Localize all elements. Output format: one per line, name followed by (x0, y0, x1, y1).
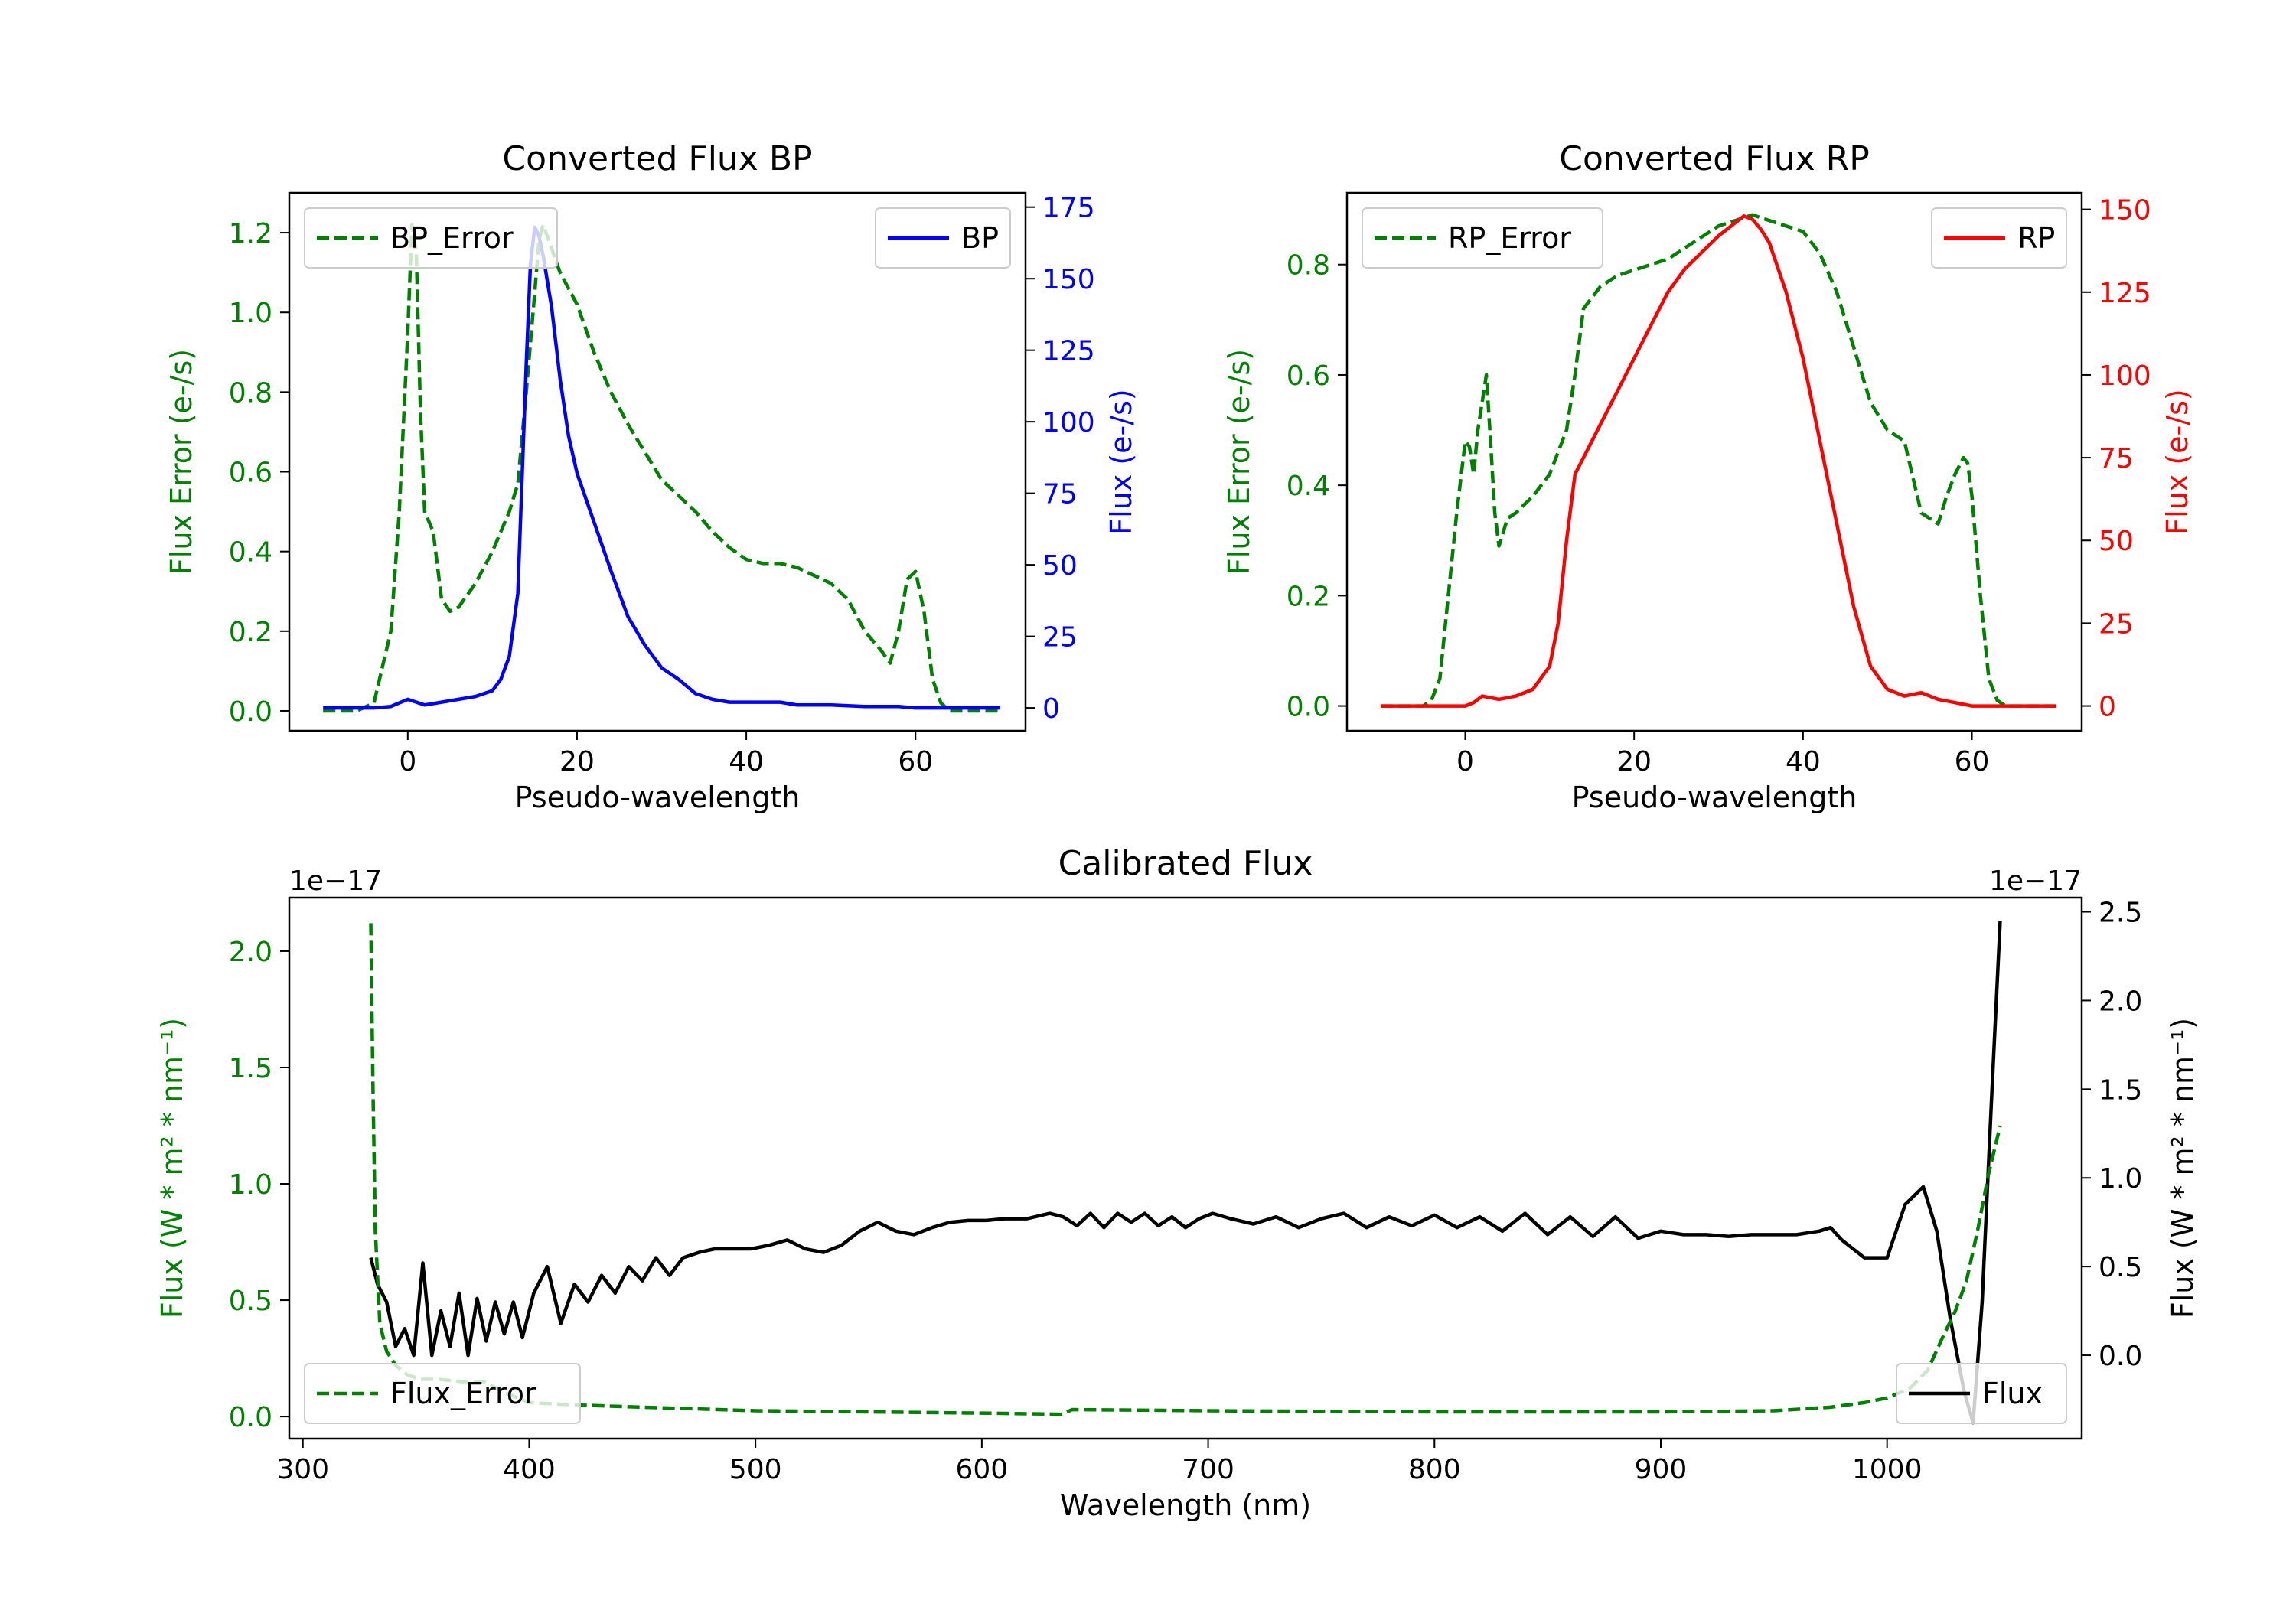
x-tick-label: 40 (1786, 746, 1821, 777)
y-right-axis-label: Flux (e-/s) (2161, 389, 2194, 534)
y-right-tick-label: 125 (2099, 278, 2151, 309)
y-right-tick-label: 50 (1042, 550, 1078, 582)
legend-label: Flux (1982, 1377, 2043, 1410)
y-right-tick-label: 0 (2099, 692, 2116, 723)
x-tick-label: 600 (956, 1454, 1009, 1485)
x-tick-label: 0 (1456, 746, 1474, 777)
y-right-tick-label: 175 (1042, 193, 1095, 224)
y-right-tick-label: 0 (1042, 693, 1060, 725)
y-right-tick-label: 0.0 (2099, 1341, 2142, 1372)
y-left-axis-label: Flux Error (e-/s) (165, 349, 198, 575)
y-left-tick-label: 1.5 (229, 1053, 272, 1084)
y-right-tick-label: 100 (2099, 360, 2151, 392)
y-left-axis-label: Flux (W * m² * nm⁻¹) (155, 1018, 189, 1319)
series-line-bp (323, 225, 1000, 710)
y-left-tick-label: 0.0 (229, 696, 272, 728)
y-right-tick-label: 2.5 (2099, 898, 2142, 929)
y-left-tick-label: 0.6 (1287, 360, 1330, 392)
y-right-tick-label: 150 (1042, 264, 1095, 295)
y-left-offset-label: 1e−17 (289, 865, 382, 897)
y-left-tick-label: 0.6 (229, 458, 272, 489)
y-left-tick-label: 2.0 (229, 937, 272, 968)
x-tick-label: 300 (276, 1454, 329, 1485)
legend-label: Flux_Error (390, 1377, 536, 1410)
y-left-tick-label: 0.0 (229, 1402, 272, 1433)
x-axis-label: Pseudo-wavelength (515, 781, 801, 814)
y-right-axis-label: Flux (W * m² * nm⁻¹) (2166, 1018, 2200, 1319)
x-tick-label: 500 (729, 1454, 782, 1485)
y-right-tick-label: 25 (2099, 608, 2134, 640)
plot-frame (288, 191, 1027, 732)
legend-rp: RP (1931, 207, 2067, 269)
chart-title: Calibrated Flux (1058, 844, 1313, 883)
y-right-tick-label: 125 (1042, 336, 1095, 367)
series-line-flux-error (369, 923, 2002, 1416)
series-line-flux (369, 920, 2002, 1425)
y-left-tick-label: 0.4 (229, 537, 272, 569)
series-line-rp-error (1381, 213, 2056, 708)
y-right-tick-label: 150 (2099, 195, 2151, 227)
x-tick-label: 40 (729, 746, 764, 777)
series-line-rp (1381, 214, 2056, 708)
chart-rp: 0 20 40 60 0.0 0.2 0.4 0.6 0.8 0 25 50 75 100 125 150 Co… (1222, 139, 2194, 814)
y-left-tick-label: 0.4 (1287, 471, 1330, 502)
legend-label: RP_Error (1448, 221, 1571, 255)
y-left-axis-label: Flux Error (e-/s) (1222, 349, 1256, 575)
chart-title: Converted Flux RP (1559, 139, 1870, 178)
legend-bp: BP (875, 207, 1011, 269)
x-axis-label: Wavelength (nm) (1060, 1488, 1311, 1522)
x-tick-label: 400 (503, 1454, 556, 1485)
y-left-tick-label: 0.8 (229, 377, 272, 409)
legend-box (304, 207, 558, 269)
x-tick-label: 700 (1182, 1454, 1234, 1485)
y-left-tick-label: 0.5 (229, 1286, 272, 1317)
chart-cal: 300 400 500 600 700 800 900 1000 0.0 0.5 1.0 1.5 2.0… (155, 844, 2200, 1522)
legend-label: BP (961, 221, 999, 255)
series-line-bp-error (323, 223, 1000, 713)
x-axis-label: Pseudo-wavelength (1572, 781, 1857, 814)
y-left-tick-label: 0.2 (1287, 581, 1330, 612)
y-right-offset-label: 1e−17 (1989, 865, 2082, 897)
y-right-tick-label: 2.0 (2099, 986, 2142, 1017)
chart-title: Converted Flux BP (502, 139, 812, 178)
x-tick-label: 1000 (1852, 1454, 1923, 1485)
legend-box (1362, 207, 1603, 269)
y-right-tick-label: 50 (2099, 526, 2134, 557)
y-left-tick-label: 1.2 (229, 218, 272, 249)
plot-frame (288, 896, 2083, 1440)
legend-flux-error: Flux_Error (304, 1363, 581, 1424)
y-right-tick-label: 75 (1042, 479, 1078, 510)
y-left-tick-label: 1.0 (229, 298, 272, 329)
legend-label: BP_Error (390, 221, 514, 255)
x-tick-label: 20 (1616, 746, 1652, 777)
y-right-tick-label: 25 (1042, 622, 1078, 654)
legend-box (1896, 1363, 2067, 1424)
chart-bp: 0 20 40 60 0.0 0.2 0.4 0.6 0.8 1.0 1.2 0 25 50 75 100 12… (165, 139, 1138, 814)
y-right-tick-label: 1.0 (2099, 1163, 2142, 1195)
x-tick-label: 60 (1955, 746, 1990, 777)
y-right-tick-label: 75 (2099, 443, 2134, 474)
x-tick-label: 800 (1408, 1454, 1461, 1485)
x-tick-label: 20 (559, 746, 595, 777)
y-right-tick-label: 1.5 (2099, 1074, 2142, 1106)
y-left-tick-label: 1.0 (229, 1169, 272, 1201)
legend-rp-error: RP_Error (1362, 207, 1603, 269)
y-right-tick-label: 0.5 (2099, 1252, 2142, 1283)
x-tick-label: 0 (399, 746, 416, 777)
y-left-tick-label: 0.8 (1287, 250, 1330, 282)
x-tick-label: 900 (1635, 1454, 1688, 1485)
y-right-tick-label: 100 (1042, 407, 1095, 438)
legend-flux: Flux (1896, 1363, 2067, 1424)
plot-frame (1345, 191, 2083, 732)
legend-bp-error: BP_Error (304, 207, 558, 269)
legend-label: RP (2017, 221, 2055, 255)
y-left-tick-label: 0.0 (1287, 692, 1330, 723)
y-left-tick-label: 0.2 (229, 617, 272, 648)
x-tick-label: 60 (898, 746, 933, 777)
y-right-axis-label: Flux (e-/s) (1104, 389, 1138, 534)
legend-box (304, 1363, 581, 1424)
